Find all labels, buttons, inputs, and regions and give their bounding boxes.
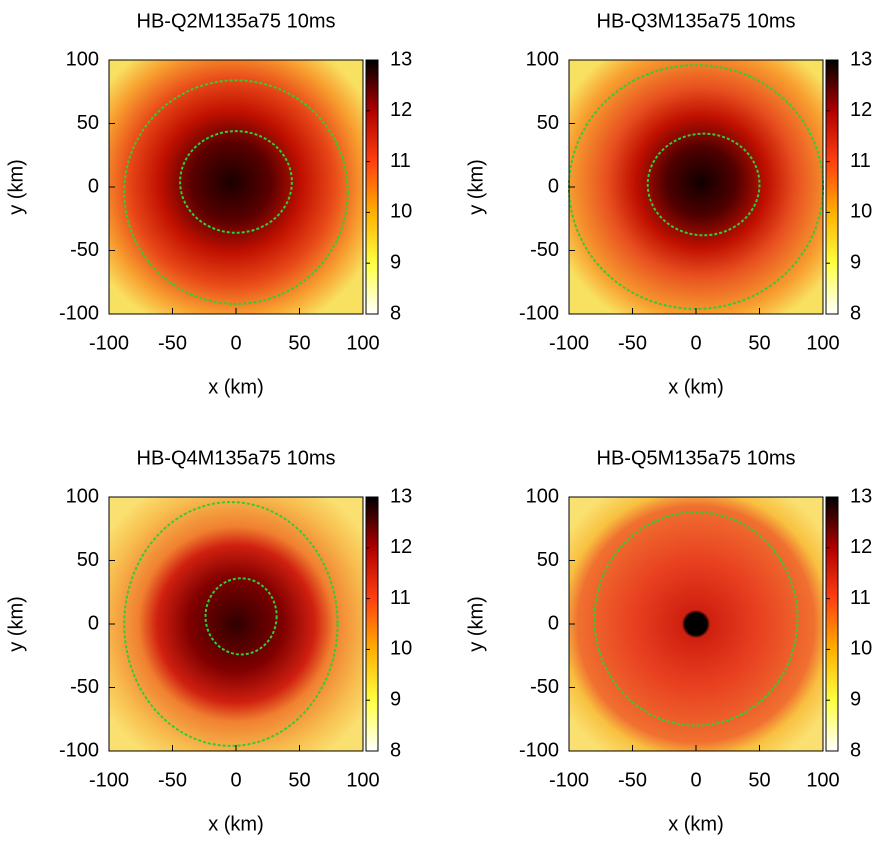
y-tick-label: 50 [77,549,99,571]
y-tick-label: -50 [530,676,559,698]
contour [204,577,278,656]
x-tick-label: 50 [288,332,310,354]
contour [646,132,761,237]
y-tick-label: 0 [548,612,559,634]
x-tick-label: 100 [806,332,839,354]
colorbar-tick-label: 10 [390,201,412,223]
contour [179,130,293,234]
field [109,497,363,751]
x-tick-label: -50 [618,769,647,791]
y-tick-label: 0 [88,175,99,197]
x-axis-label: x (km) [208,813,264,835]
colorbar-tick-label: 8 [850,302,861,324]
colorbar-tick-label: 11 [390,587,411,609]
x-axis-label: x (km) [668,813,724,835]
x-tick-label: 0 [690,332,701,354]
colorbar-tick-label: 9 [850,688,861,710]
panel: HB-Q4M135a75 10ms x (km) y (km) -100 -50 0 50 1… [5,447,412,835]
x-tick-label: 0 [230,332,241,354]
y-axis-label: y (km) [5,159,27,215]
y-tick-label: 100 [66,485,99,507]
colorbar [825,59,839,315]
y-tick-label: 50 [537,112,559,134]
colorbar-tick-label: 12 [390,536,412,558]
y-axis-label: y (km) [465,596,487,652]
x-tick-label: 0 [690,769,701,791]
colorbar-tick-label: 8 [390,739,401,761]
panel: HB-Q2M135a75 10ms x (km) y (km) -100 -50 0 50 1… [5,10,412,398]
y-tick-label: 100 [526,48,559,70]
y-axis-label: y (km) [465,159,487,215]
colorbar-tick-label: 10 [850,201,872,223]
x-tick-label: -100 [89,332,129,354]
x-tick-label: -100 [549,332,589,354]
panel-title: HB-Q2M135a75 10ms [137,10,336,32]
x-tick-label: -50 [158,769,187,791]
field [109,60,363,314]
field [569,60,823,314]
x-tick-label: 50 [748,769,770,791]
colorbar-tick-label: 9 [850,251,861,273]
x-tick-label: 100 [346,332,379,354]
colorbar-tick-label: 13 [390,485,412,507]
panel-title: HB-Q4M135a75 10ms [137,447,336,469]
x-axis-label: x (km) [208,376,264,398]
colorbar-tick-label: 12 [390,99,412,121]
colorbar-tick-label: 8 [850,739,861,761]
y-tick-label: -100 [519,739,559,761]
x-tick-label: -100 [549,769,589,791]
colorbar [365,496,379,752]
x-tick-label: 100 [346,769,379,791]
y-tick-label: 50 [77,112,99,134]
contour [593,511,799,727]
y-axis-label: y (km) [5,596,27,652]
y-tick-label: -100 [59,302,99,324]
x-tick-label: -50 [618,332,647,354]
y-tick-label: -50 [70,239,99,261]
x-tick-label: 0 [230,769,241,791]
contour [123,501,339,747]
y-tick-label: 50 [537,549,559,571]
colorbar-tick-label: 13 [390,48,412,70]
y-tick-label: -50 [530,239,559,261]
colorbar-tick-label: 11 [850,587,871,609]
y-tick-label: 0 [548,175,559,197]
y-tick-label: -50 [70,676,99,698]
colorbar-tick-label: 12 [850,536,872,558]
y-tick-label: 0 [88,612,99,634]
x-axis-label: x (km) [668,376,724,398]
colorbar [825,496,839,752]
colorbar-tick-label: 13 [850,485,872,507]
y-tick-label: 100 [526,485,559,507]
y-tick-label: -100 [519,302,559,324]
panel-title: HB-Q5M135a75 10ms [597,447,796,469]
x-tick-label: 50 [748,332,770,354]
contour [123,79,349,305]
colorbar-tick-label: 10 [850,638,872,660]
panel: HB-Q3M135a75 10ms x (km) y (km) -100 -50 0 50 1… [465,10,872,398]
colorbar-tick-label: 8 [390,302,401,324]
x-tick-label: -100 [89,769,129,791]
colorbar-tick-label: 10 [390,638,412,660]
panel-title: HB-Q3M135a75 10ms [597,10,796,32]
colorbar [365,59,379,315]
colorbar-tick-label: 9 [390,251,401,273]
colorbar-tick-label: 13 [850,48,872,70]
y-tick-label: 100 [66,48,99,70]
colorbar-tick-label: 12 [850,99,872,121]
x-tick-label: 100 [806,769,839,791]
colorbar-tick-label: 11 [390,150,411,172]
panel: HB-Q5M135a75 10ms x (km) y (km) -100 -50 0 50 1… [465,447,872,835]
colorbar-tick-label: 9 [390,688,401,710]
field [569,497,823,751]
x-tick-label: -50 [158,332,187,354]
y-tick-label: -100 [59,739,99,761]
colorbar-tick-label: 11 [850,150,871,172]
x-tick-label: 50 [288,769,310,791]
